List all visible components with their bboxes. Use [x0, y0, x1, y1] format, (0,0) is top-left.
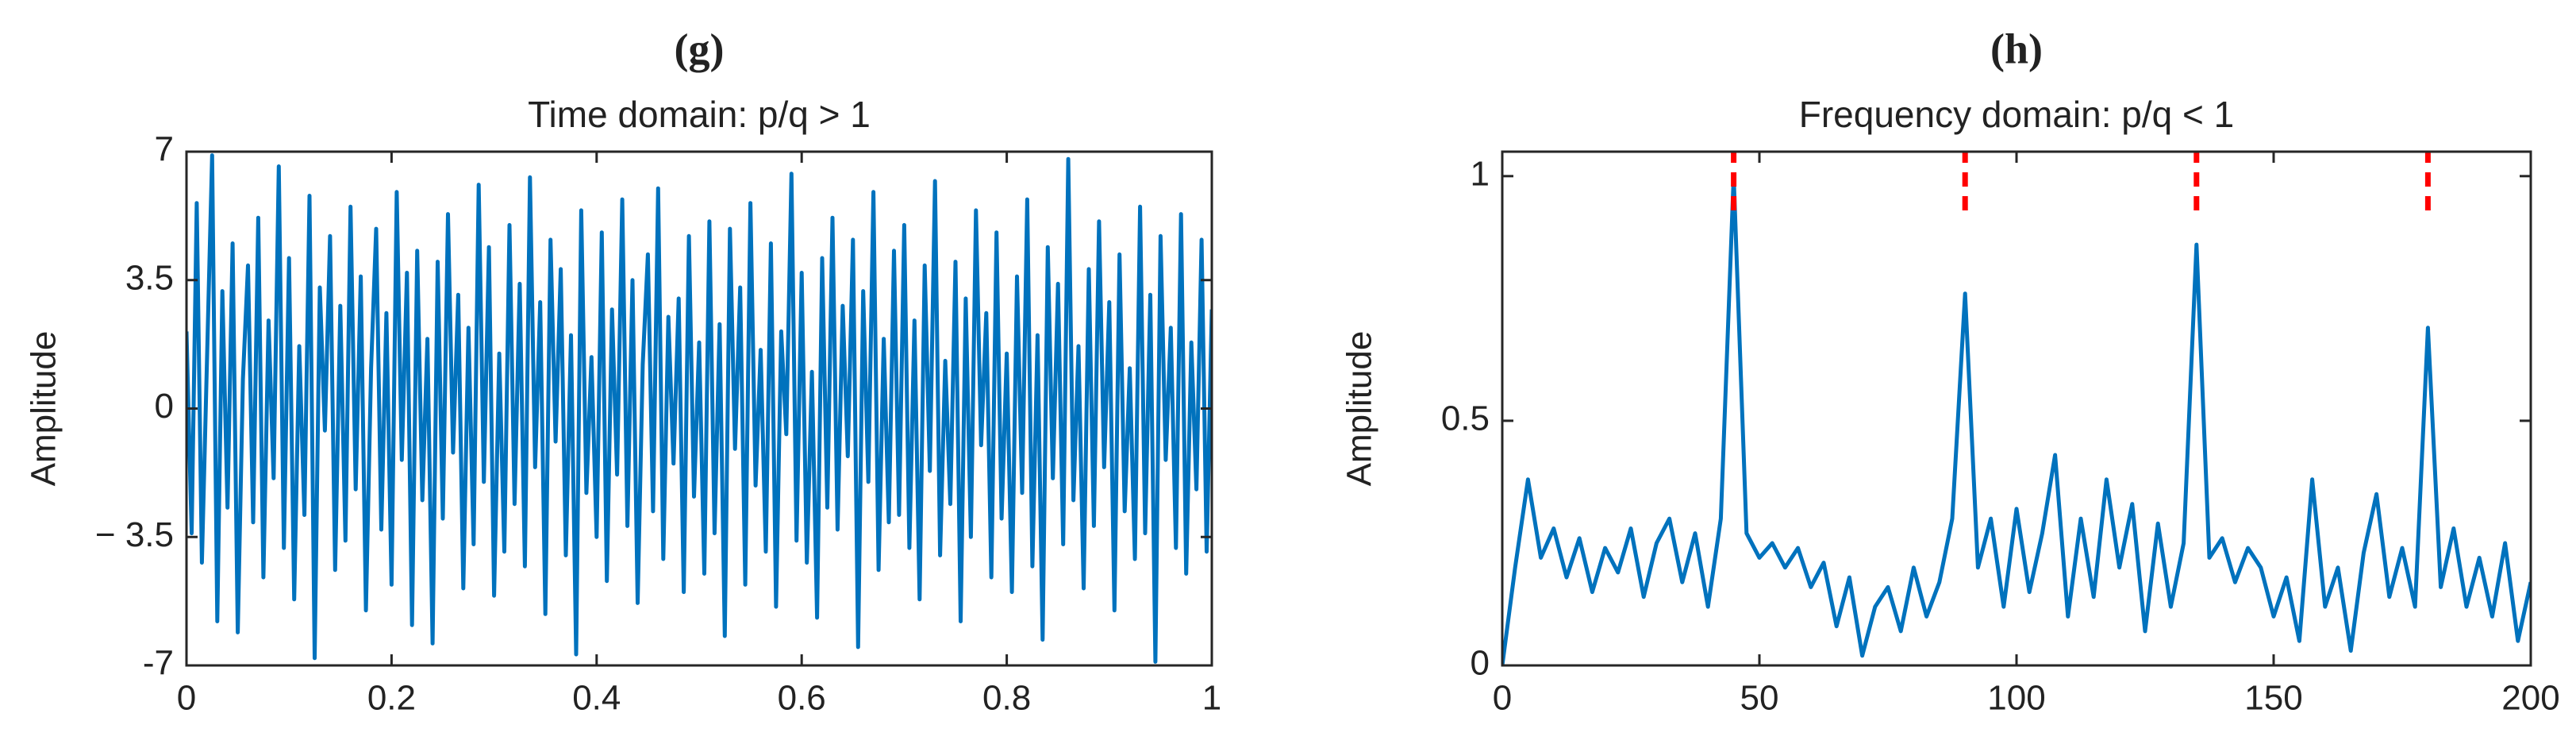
x-tick-label: 1	[1202, 679, 1221, 718]
axes-frame	[1501, 150, 2532, 667]
data-line	[1502, 174, 2531, 665]
data-line	[186, 153, 1212, 664]
subplot: (h) Frequency domain: p/q < 1 Amplitude 0 50…	[1340, 25, 2560, 717]
panel-label: (h)	[1990, 25, 2043, 72]
subplot-title: Time domain: p/q > 1	[528, 94, 871, 135]
y-tick-label: − 3.5	[95, 515, 174, 554]
x-tick-label: 0.6	[778, 679, 826, 718]
x-tick-label: 100	[1987, 679, 2045, 718]
y-tick-label: 1	[1471, 154, 1490, 193]
x-tick-label: 0.4	[572, 679, 621, 718]
x-tick-label: 0	[177, 679, 196, 718]
y-tick-label: 0	[155, 387, 174, 426]
x-tick-label: 200	[2501, 679, 2559, 718]
y-tick-label: 0	[1471, 644, 1490, 683]
y-axis-label: Amplitude	[1340, 331, 1379, 487]
x-tick-label: 0.2	[367, 679, 416, 718]
y-axis-label: Amplitude	[25, 331, 63, 487]
x-tick-label: 50	[1740, 679, 1779, 718]
y-tick-label: 3.5	[125, 258, 174, 297]
y-tick-label: -7	[143, 644, 174, 683]
panel-label: (g)	[675, 25, 725, 72]
x-tick-label: 0.8	[982, 679, 1031, 718]
subplot-title: Frequency domain: p/q < 1	[1799, 94, 2235, 135]
x-tick-label: 150	[2244, 679, 2302, 718]
y-tick-label: 0.5	[1441, 399, 1490, 438]
y-tick-label: 7	[155, 130, 174, 169]
subplot: (g) Time domain: p/q > 1 Amplitude 0 0.2 0.4 0…	[25, 25, 1222, 717]
x-tick-label: 0	[1493, 679, 1512, 718]
